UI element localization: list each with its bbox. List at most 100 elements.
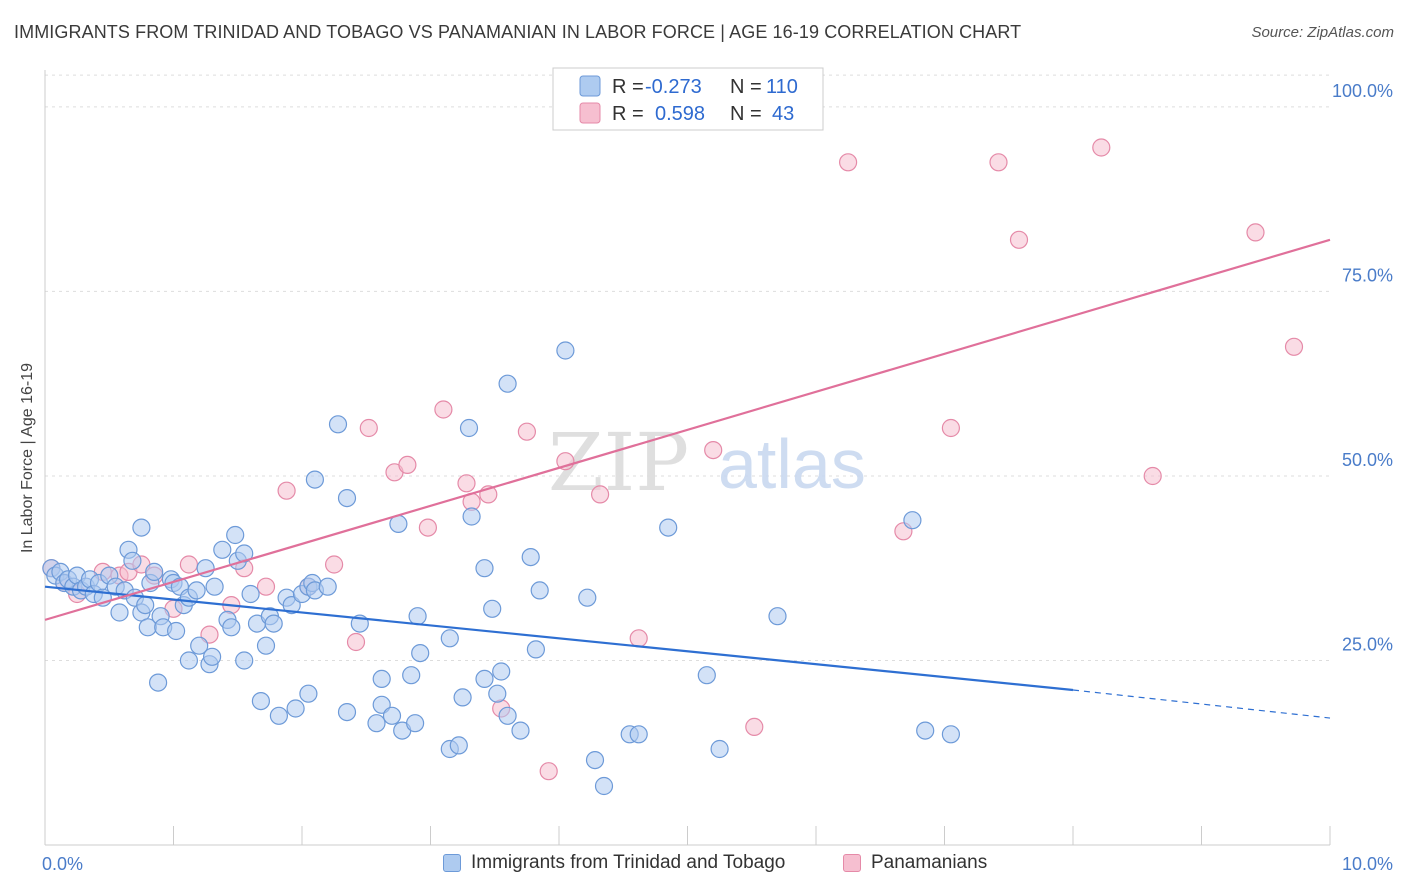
trinidad-point: [492, 662, 511, 681]
trinidad-point: [530, 581, 549, 600]
trinidad-point: [629, 725, 648, 744]
trinidad-point: [498, 374, 517, 393]
panamanian-point: [346, 632, 366, 652]
trend-lines: [44, 238, 1331, 719]
trinidad-point: [149, 673, 168, 692]
correlation-legend: R = -0.273 N = 110 R = 0.598 N = 43: [552, 67, 824, 131]
trinidad-point: [337, 702, 357, 722]
y-tick-label: 25.0%: [1342, 634, 1393, 654]
trinidad-point: [768, 607, 787, 626]
panamanian-point: [539, 762, 558, 781]
trinidad-point: [459, 418, 479, 438]
trinidad-point: [659, 518, 678, 537]
trinidad-point: [585, 750, 605, 770]
trinidad-point: [372, 669, 391, 689]
trinidad-trend-extension: [1072, 689, 1331, 719]
legend-r-label-2: R =: [612, 103, 644, 125]
panamanian-point: [941, 418, 961, 438]
legend-swatch-pink: [579, 102, 601, 124]
panamanian-trend-line: [44, 238, 1331, 621]
trinidad-point: [179, 651, 198, 670]
panamanian-point: [1143, 466, 1162, 486]
trinidad-point: [406, 714, 425, 733]
trinidad-point: [408, 607, 427, 626]
legend-n-value-1: 110: [766, 76, 798, 98]
trinidad-trend-line: [44, 585, 1074, 692]
series-legend-item-trinidad: Immigrants from Trinidad and Tobago: [443, 852, 785, 874]
y-tick-labels: 25.0% 50.0% 75.0% 100.0%: [1332, 81, 1393, 655]
trinidad-point: [145, 562, 164, 582]
legend-r-value-1: -0.273: [645, 76, 702, 98]
trinidad-point: [526, 640, 546, 659]
trinidad-point: [475, 559, 494, 578]
trinidad-point: [203, 647, 222, 666]
watermark-atlas: atlas: [718, 425, 866, 503]
trinidad-point: [299, 684, 318, 703]
x-tick-label: 0.0%: [42, 854, 83, 874]
trinidad-point: [187, 581, 206, 600]
trinidad-point: [196, 559, 215, 578]
trinidad-point: [305, 470, 324, 489]
panamanian-point: [517, 422, 537, 441]
series-legend-label-panamanians: Panamanians: [871, 852, 988, 873]
y-tick-label: 50.0%: [1342, 450, 1393, 470]
x-tick-labels: 0.0% 10.0%: [42, 854, 1393, 874]
trinidad-point: [136, 595, 155, 615]
trinidad-point: [318, 577, 337, 596]
panamanian-point: [359, 418, 378, 438]
trinidad-point: [521, 547, 540, 567]
trinidad-point: [256, 636, 276, 655]
trinidad-point: [167, 621, 186, 641]
trinidad-point: [440, 629, 459, 648]
panamanian-point: [434, 400, 453, 419]
legend-r-value-2: 0.598: [655, 103, 705, 125]
trinidad-point: [367, 714, 386, 733]
trinidad-point: [269, 706, 288, 725]
trinidad-point: [132, 518, 151, 537]
trinidad-point: [402, 666, 421, 685]
trinidad-point: [382, 706, 402, 725]
panamanian-point: [745, 717, 764, 737]
trinidad-point: [328, 415, 348, 434]
trinidad-point: [123, 551, 142, 570]
panamanian-point: [989, 153, 1008, 172]
trinidad-point: [235, 651, 254, 670]
legend-n-value-2: 43: [772, 103, 794, 125]
trinidad-point: [903, 511, 922, 530]
trinidad-point: [190, 636, 209, 655]
trinidad-point: [282, 595, 301, 615]
trinidad-point: [213, 540, 232, 559]
series-legend-item-panamanians: Panamanians: [843, 852, 987, 874]
trinidad-point: [594, 776, 614, 796]
panamanian-point: [838, 153, 858, 172]
trinidad-point: [264, 614, 283, 633]
series-legend: Immigrants from Trinidad and Tobago Pana…: [0, 852, 1406, 878]
trinidad-point: [110, 603, 129, 622]
panamanian-point: [1009, 230, 1029, 249]
trinidad-point: [483, 599, 502, 618]
legend-r-label-1: R =: [612, 76, 644, 98]
trinidad-point: [462, 507, 481, 526]
trinidad-point: [241, 584, 260, 604]
trinidad-point: [488, 684, 507, 703]
trinidad-point: [475, 669, 494, 689]
panamanian-point: [1284, 337, 1304, 356]
chart-title: IMMIGRANTS FROM TRINIDAD AND TOBAGO VS P…: [14, 22, 1022, 42]
trinidad-point: [411, 643, 430, 663]
panamanian-point: [590, 485, 610, 504]
panamanian-point: [179, 555, 198, 574]
y-tick-label: 100.0%: [1332, 81, 1393, 101]
x-tick-label: 10.0%: [1342, 854, 1393, 874]
series-swatch-pink: [843, 854, 861, 872]
trinidad-point: [222, 618, 241, 637]
panamanian-point: [256, 577, 276, 596]
panamanian-point: [1246, 223, 1265, 242]
trinidad-point: [498, 706, 517, 725]
trinidad-point: [511, 721, 530, 740]
trinidad-point: [337, 489, 357, 508]
trinidad-point: [710, 739, 729, 759]
trinidad-point: [205, 577, 224, 596]
panamanian-point: [418, 518, 437, 537]
trinidad-point: [916, 721, 935, 740]
panamanian-point: [1092, 138, 1111, 157]
